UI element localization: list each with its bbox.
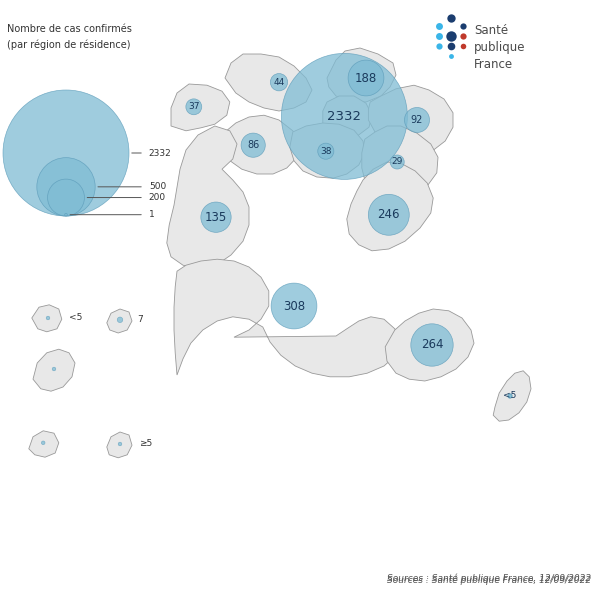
Circle shape xyxy=(65,214,67,216)
Circle shape xyxy=(241,133,265,157)
Polygon shape xyxy=(362,126,438,199)
Circle shape xyxy=(271,283,317,329)
Circle shape xyxy=(52,367,56,371)
Text: 2332: 2332 xyxy=(149,148,172,157)
Text: 1: 1 xyxy=(149,210,155,219)
Circle shape xyxy=(271,74,287,91)
Circle shape xyxy=(3,90,129,216)
Text: 246: 246 xyxy=(377,208,400,221)
Circle shape xyxy=(390,155,404,169)
Text: Nombre de cas confirmés: Nombre de cas confirmés xyxy=(7,24,132,34)
Text: 308: 308 xyxy=(283,299,305,313)
Text: Santé
publique
France: Santé publique France xyxy=(474,24,526,71)
Polygon shape xyxy=(167,126,249,269)
Text: 7: 7 xyxy=(137,316,143,324)
Polygon shape xyxy=(323,96,372,139)
Circle shape xyxy=(348,60,384,96)
Polygon shape xyxy=(32,305,62,332)
Circle shape xyxy=(508,394,512,398)
Circle shape xyxy=(411,324,453,366)
Text: 188: 188 xyxy=(355,71,377,85)
Circle shape xyxy=(508,394,512,398)
Polygon shape xyxy=(174,259,401,377)
Polygon shape xyxy=(33,349,75,391)
Circle shape xyxy=(117,317,123,323)
Polygon shape xyxy=(107,432,132,458)
Text: 86: 86 xyxy=(247,140,259,150)
Circle shape xyxy=(46,316,50,320)
Circle shape xyxy=(186,99,202,115)
Text: 38: 38 xyxy=(320,146,332,155)
Polygon shape xyxy=(107,309,132,333)
Circle shape xyxy=(201,202,231,232)
Text: 29: 29 xyxy=(392,157,403,166)
Circle shape xyxy=(47,179,85,216)
Circle shape xyxy=(281,53,407,179)
Circle shape xyxy=(118,442,122,446)
Circle shape xyxy=(368,194,409,235)
Text: Sources : Santé publique France, 12/09/2022: Sources : Santé publique France, 12/09/2… xyxy=(387,574,591,583)
Polygon shape xyxy=(327,48,396,102)
Circle shape xyxy=(318,143,334,159)
Circle shape xyxy=(37,158,95,216)
Text: 92: 92 xyxy=(411,115,423,125)
Polygon shape xyxy=(171,84,230,131)
Text: (par région de résidence): (par région de résidence) xyxy=(7,39,131,49)
Text: <5: <5 xyxy=(503,391,517,401)
Polygon shape xyxy=(493,371,531,421)
Circle shape xyxy=(404,107,430,133)
Text: 44: 44 xyxy=(274,78,284,87)
Text: 37: 37 xyxy=(188,102,200,112)
Circle shape xyxy=(41,441,45,445)
Text: Sources : Santé publique France, 12/09/2022: Sources : Santé publique France, 12/09/2… xyxy=(387,575,591,585)
Text: 200: 200 xyxy=(149,193,166,202)
Text: 500: 500 xyxy=(149,182,166,191)
Text: <5: <5 xyxy=(69,313,82,323)
Polygon shape xyxy=(29,431,59,457)
Text: ≥5: ≥5 xyxy=(139,439,152,449)
Text: 2332: 2332 xyxy=(328,110,361,123)
Text: 135: 135 xyxy=(205,211,227,224)
Polygon shape xyxy=(290,123,365,178)
Text: 264: 264 xyxy=(421,338,443,352)
Polygon shape xyxy=(368,85,453,155)
Polygon shape xyxy=(385,309,474,381)
Polygon shape xyxy=(347,162,433,251)
Polygon shape xyxy=(225,54,312,111)
Polygon shape xyxy=(223,115,300,174)
